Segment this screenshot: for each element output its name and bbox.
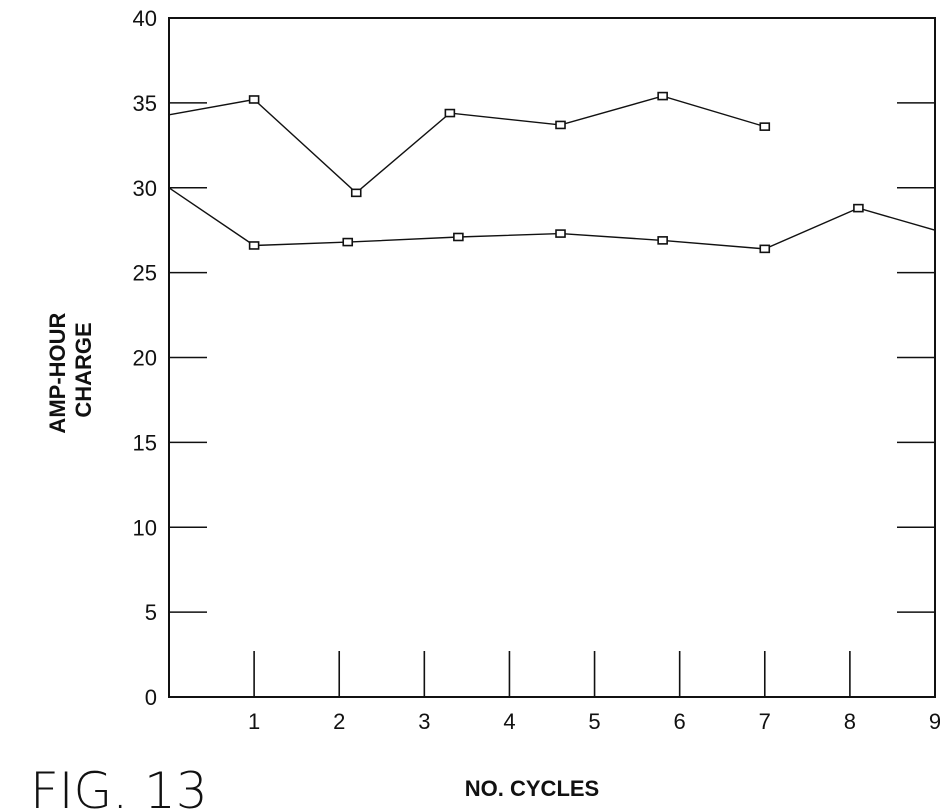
- plot-frame: [168, 17, 936, 698]
- series-2-point: [248, 241, 260, 250]
- series-2-point: [453, 232, 464, 242]
- y-tick-label: 5: [145, 600, 157, 625]
- y-tick-label: 15: [133, 430, 157, 455]
- series-2-point: [657, 236, 668, 245]
- figure-label: FIG. 13: [30, 762, 208, 809]
- y-axis-title: AMP-HOUR CHARGE: [45, 306, 96, 433]
- series-2-point: [555, 229, 566, 238]
- x-tick-label: 1: [248, 709, 260, 734]
- series-1-point: [657, 91, 668, 101]
- series-1-point: [444, 108, 456, 118]
- x-tick-label: 2: [333, 709, 345, 734]
- y-tick-label: 20: [133, 346, 157, 371]
- x-tick-label: 7: [759, 709, 771, 734]
- y-tick-label: 25: [133, 261, 157, 286]
- series-2-point: [342, 237, 354, 247]
- y-tick-label: 30: [133, 176, 157, 201]
- series-2-point: [759, 244, 771, 254]
- y-tick-label: 0: [145, 685, 157, 710]
- x-tick-label: 6: [674, 709, 686, 734]
- series-1-point: [555, 120, 566, 130]
- series-1-point: [248, 95, 260, 104]
- series-1-point: [759, 122, 771, 131]
- y-axis-ticks: 0 5 10 15 20 25 30 35 40: [133, 6, 935, 710]
- y-tick-label: 40: [133, 6, 157, 31]
- y-tick-label: 35: [133, 91, 157, 116]
- x-axis-ticks: 1 2 3 4 5 6 7 8 9: [248, 651, 940, 734]
- series-2-point: [853, 203, 864, 213]
- series-2-line: [168, 187, 936, 250]
- x-tick-label: 4: [503, 709, 515, 734]
- series-1-point: [350, 188, 362, 198]
- x-axis-title: NO. CYCLES: [465, 776, 599, 801]
- x-tick-label: 5: [588, 709, 600, 734]
- x-tick-label: 3: [418, 709, 430, 734]
- series-1-line: [168, 95, 766, 194]
- x-tick-label: 9: [929, 709, 940, 734]
- x-tick-label: 8: [844, 709, 856, 734]
- series-layer: [168, 91, 936, 254]
- y-tick-label: 10: [133, 515, 157, 540]
